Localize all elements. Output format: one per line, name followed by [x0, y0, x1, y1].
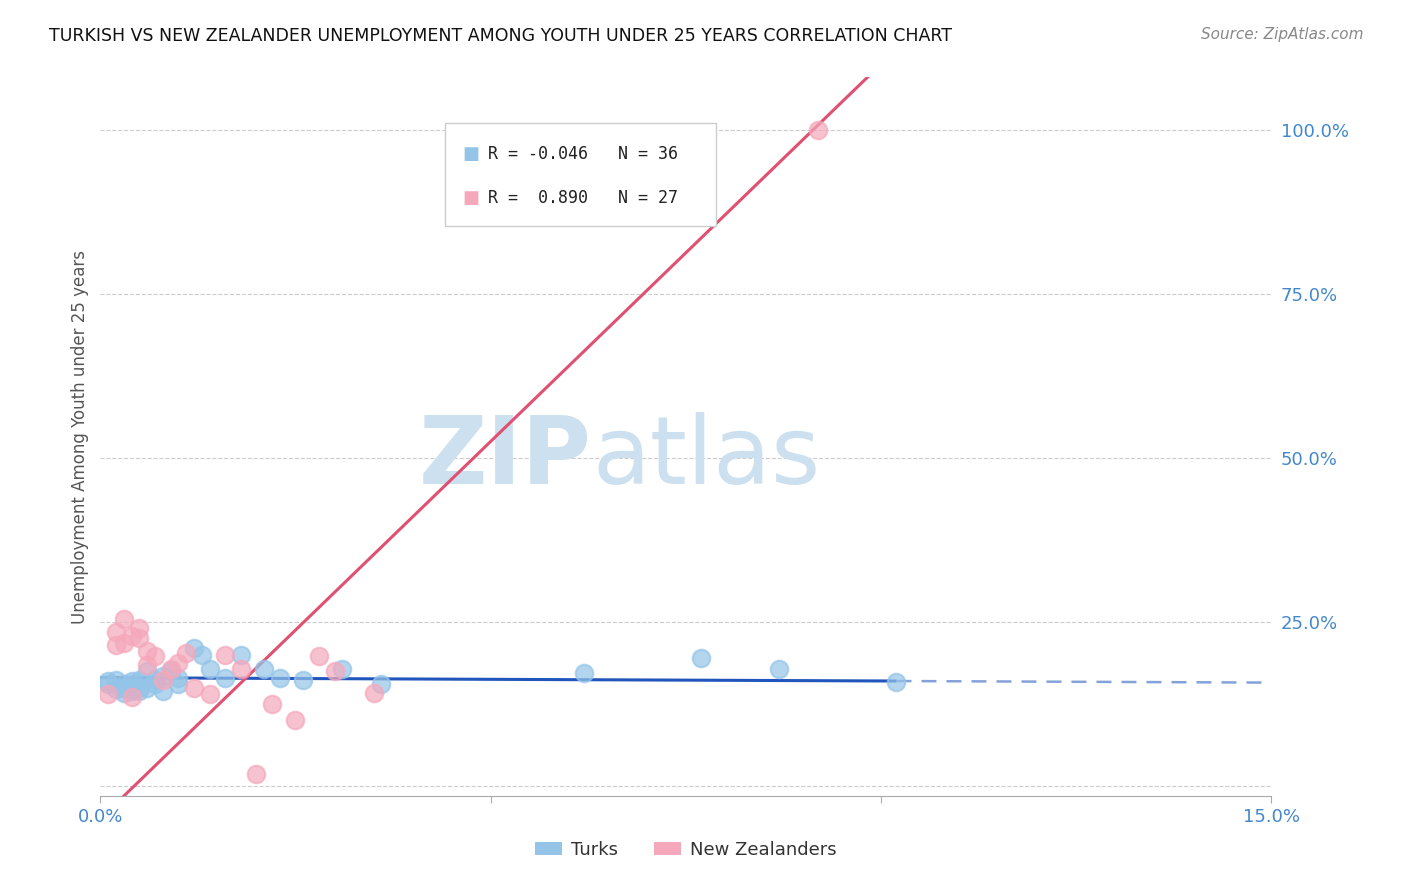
Point	[183, 641, 205, 656]
Text: R =  0.890   N = 27: R = 0.890 N = 27	[488, 189, 678, 207]
Point	[136, 664, 159, 678]
Point	[167, 677, 190, 691]
Point	[121, 673, 143, 688]
Point	[370, 677, 392, 691]
Point	[292, 673, 315, 687]
Point	[128, 681, 150, 695]
Point	[128, 622, 150, 636]
Point	[807, 123, 830, 137]
Point	[690, 651, 713, 665]
Point	[112, 686, 135, 700]
Point	[152, 683, 174, 698]
Point	[198, 662, 221, 676]
Text: Source: ZipAtlas.com: Source: ZipAtlas.com	[1201, 27, 1364, 42]
Point	[245, 767, 267, 781]
Point	[269, 671, 291, 685]
Point	[159, 664, 181, 678]
Point	[229, 648, 252, 662]
Point	[121, 629, 143, 643]
Point	[214, 648, 236, 662]
Point	[112, 612, 135, 626]
Point	[112, 676, 135, 690]
Point	[152, 669, 174, 683]
Point	[330, 662, 353, 676]
Legend: Turks, New Zealanders: Turks, New Zealanders	[527, 833, 844, 866]
Text: ■: ■	[463, 189, 479, 207]
Text: ZIP: ZIP	[419, 412, 592, 504]
Point	[143, 648, 166, 663]
Point	[886, 675, 908, 690]
Point	[143, 677, 166, 691]
Point	[214, 671, 236, 685]
Point	[198, 687, 221, 701]
Point	[97, 673, 120, 688]
Point	[136, 681, 159, 695]
Point	[121, 683, 143, 698]
Point	[308, 648, 330, 663]
Point	[183, 681, 205, 695]
Text: ■: ■	[463, 145, 479, 163]
Point	[253, 662, 276, 676]
Text: atlas: atlas	[592, 412, 820, 504]
Point	[128, 683, 150, 698]
Point	[284, 714, 307, 728]
Point	[97, 687, 120, 701]
Point	[229, 662, 252, 676]
Point	[121, 690, 143, 705]
Point	[136, 657, 159, 672]
Point	[574, 666, 596, 681]
Point	[174, 647, 197, 661]
Point	[768, 662, 790, 676]
Point	[112, 636, 135, 650]
Y-axis label: Unemployment Among Youth under 25 years: Unemployment Among Youth under 25 years	[72, 250, 89, 624]
Point	[363, 686, 385, 700]
Point	[121, 677, 143, 691]
Point	[323, 664, 346, 678]
Point	[104, 638, 127, 652]
Point	[97, 677, 120, 691]
Point	[112, 681, 135, 695]
Text: TURKISH VS NEW ZEALANDER UNEMPLOYMENT AMONG YOUTH UNDER 25 YEARS CORRELATION CHA: TURKISH VS NEW ZEALANDER UNEMPLOYMENT AM…	[49, 27, 952, 45]
Point	[104, 624, 127, 639]
Point	[167, 671, 190, 685]
Point	[152, 673, 174, 687]
Point	[167, 656, 190, 670]
Point	[136, 644, 159, 658]
Point	[260, 697, 283, 711]
Point	[128, 673, 150, 687]
Point	[104, 681, 127, 696]
Point	[143, 673, 166, 687]
Point	[104, 673, 127, 687]
Text: R = -0.046   N = 36: R = -0.046 N = 36	[488, 145, 678, 163]
Point	[191, 648, 214, 662]
Point	[159, 662, 181, 676]
Point	[128, 632, 150, 646]
